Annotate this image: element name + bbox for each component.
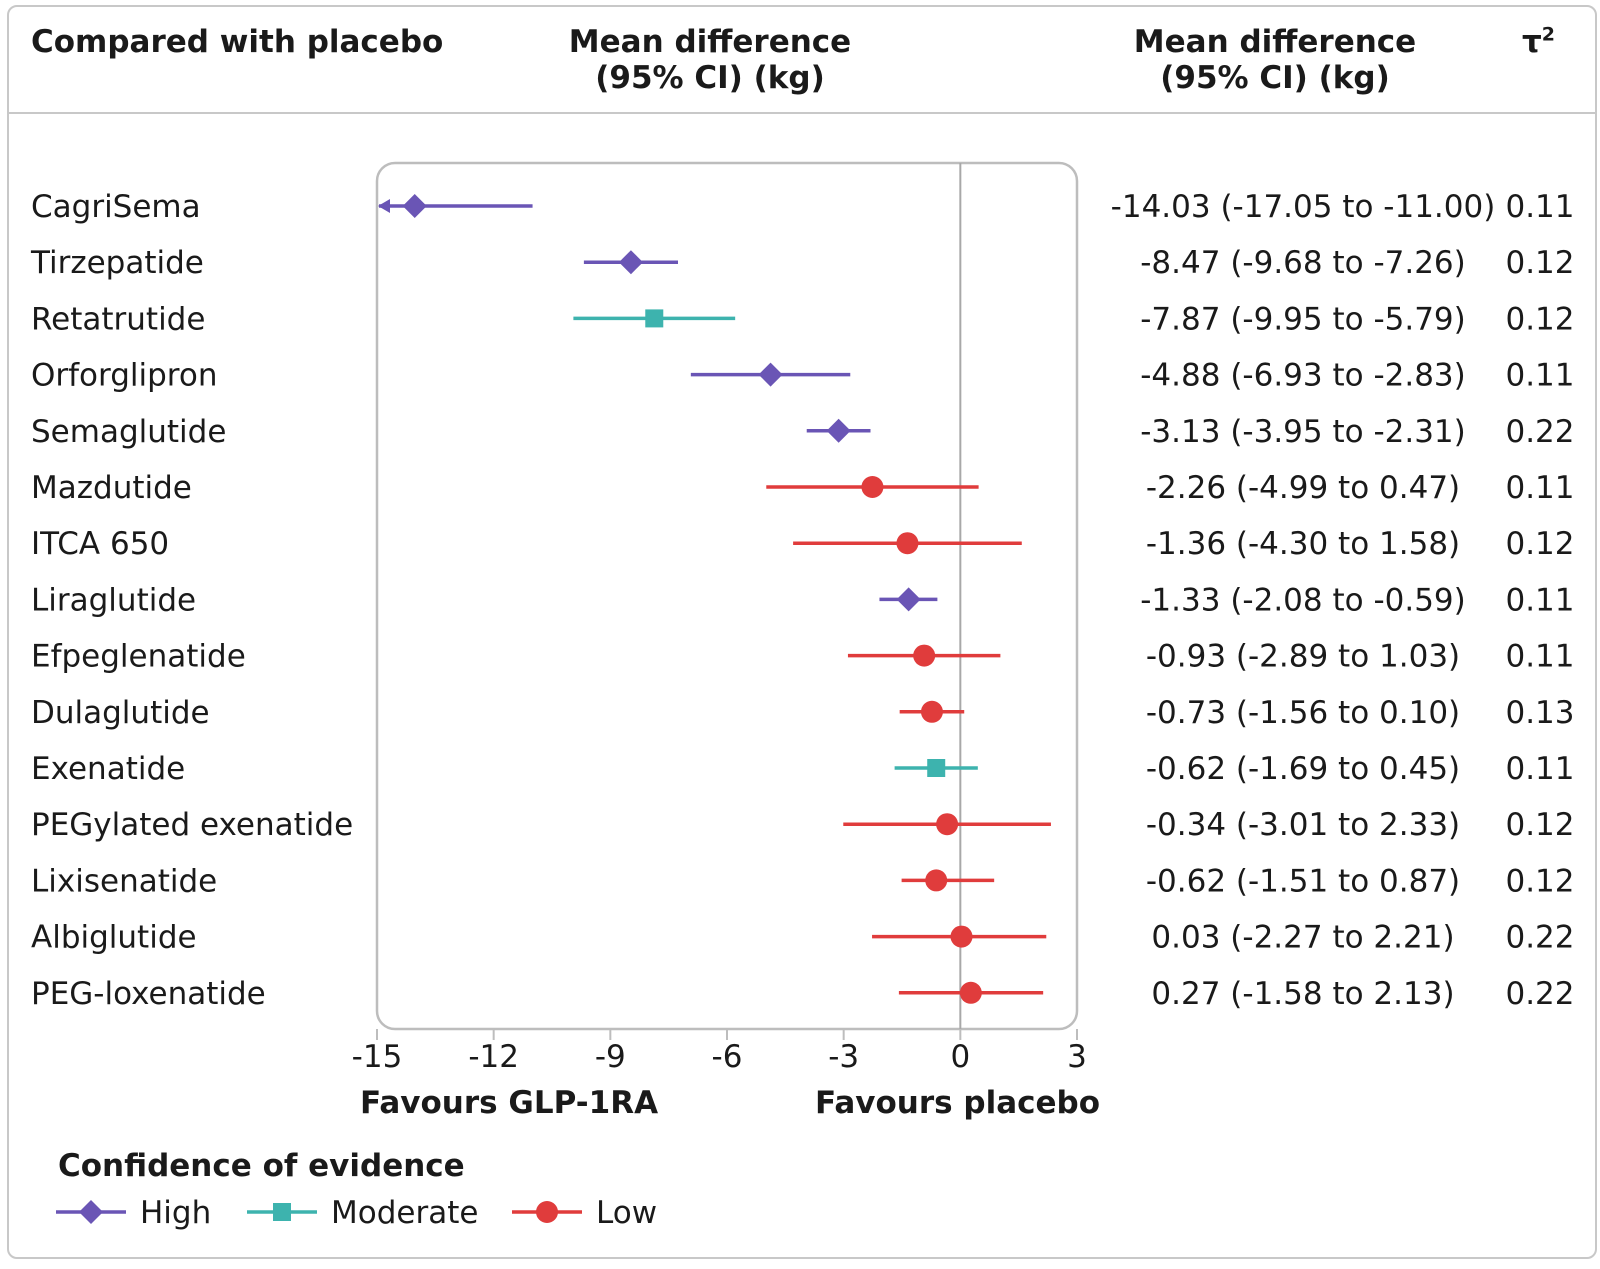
axis-tick-label: -15	[352, 1039, 403, 1075]
row-tau-squared: 0.12	[1505, 807, 1574, 843]
axis-tick-label: -12	[468, 1039, 519, 1075]
header-plot-line1: Mean difference	[568, 24, 852, 60]
point-estimate	[936, 813, 959, 836]
header-plot-column: Mean difference (95% CI) (kg)	[540, 24, 880, 96]
header-estimate-line1: Mean difference	[1133, 24, 1417, 60]
point-estimate	[925, 869, 948, 892]
ci-truncation-arrow	[378, 199, 390, 213]
row-label: PEG-loxenatide	[31, 976, 266, 1012]
row-tau-squared: 0.11	[1505, 582, 1574, 618]
header-divider	[7, 112, 1597, 114]
row-estimate: -7.87 (-9.95 to -5.79)	[1140, 301, 1466, 337]
legend-item-label: Moderate	[331, 1195, 478, 1231]
point-estimate	[896, 532, 919, 555]
row-label: Semaglutide	[31, 414, 226, 450]
point-estimate	[402, 194, 427, 218]
row-label: Dulaglutide	[31, 695, 210, 731]
row-label: Liraglutide	[31, 582, 196, 618]
row-label: Lixisenatide	[31, 863, 217, 899]
row-label: CagriSema	[31, 189, 201, 225]
tau-superscript: 2	[1541, 23, 1556, 46]
row-tau-squared: 0.12	[1505, 301, 1574, 337]
point-estimate	[959, 981, 982, 1004]
favours-glp1ra-label: Favours GLP-1RA	[360, 1085, 659, 1121]
header-plot-line2: (95% CI) (kg)	[595, 60, 825, 96]
header-estimate-column: Mean difference (95% CI) (kg)	[1105, 24, 1445, 96]
row-tau-squared: 0.12	[1505, 526, 1574, 562]
row-label: PEGylated exenatide	[31, 807, 353, 843]
row-estimate: -0.93 (-2.89 to 1.03)	[1146, 639, 1460, 675]
row-tau-squared: 0.22	[1505, 976, 1574, 1012]
row-label: Orforglipron	[31, 358, 217, 394]
legend-item-label: Low	[596, 1195, 657, 1231]
row-label: Efpeglenatide	[31, 639, 246, 675]
point-estimate	[645, 309, 664, 328]
axis-tick-label: 3	[1067, 1039, 1087, 1075]
plot-frame	[375, 161, 1079, 1031]
row-estimate: -1.36 (-4.30 to 1.58)	[1146, 526, 1460, 562]
point-estimate	[618, 250, 643, 275]
row-estimate: -3.13 (-3.95 to -2.31)	[1140, 414, 1466, 450]
row-label: Mazdutide	[31, 470, 192, 506]
axis-tick-label: -3	[828, 1039, 859, 1075]
row-tau-squared: 0.22	[1505, 920, 1574, 956]
row-estimate: -1.33 (-2.08 to -0.59)	[1140, 582, 1466, 618]
row-estimate: -0.62 (-1.69 to 0.45)	[1146, 751, 1460, 787]
point-estimate	[927, 759, 946, 777]
row-label: ITCA 650	[31, 526, 169, 562]
point-estimate	[950, 925, 973, 948]
row-estimate: -8.47 (-9.68 to -7.26)	[1140, 245, 1466, 281]
row-label: Exenatide	[31, 751, 185, 787]
legend-swatch-marker	[79, 1200, 103, 1224]
row-tau-squared: 0.13	[1505, 695, 1574, 731]
row-tau-squared: 0.22	[1505, 414, 1574, 450]
favours-placebo-label: Favours placebo	[815, 1085, 1101, 1121]
point-estimate	[758, 362, 783, 387]
legend-swatch-marker	[536, 1201, 558, 1223]
header-estimate-line2: (95% CI) (kg)	[1160, 60, 1390, 96]
row-estimate: 0.03 (-2.27 to 2.21)	[1151, 920, 1454, 956]
point-estimate	[920, 700, 943, 723]
row-tau-squared: 0.12	[1505, 863, 1574, 899]
point-estimate	[896, 587, 921, 612]
row-estimate: -2.26 (-4.99 to 0.47)	[1146, 470, 1460, 506]
point-estimate	[913, 644, 936, 667]
point-estimate	[826, 418, 851, 443]
legend-swatch-marker	[273, 1203, 291, 1221]
figure-card	[7, 5, 1597, 1259]
axis-tick-label: -6	[712, 1039, 743, 1075]
row-estimate: -0.62 (-1.51 to 0.87)	[1146, 863, 1460, 899]
row-tau-squared: 0.11	[1505, 751, 1574, 787]
row-tau-squared: 0.11	[1505, 358, 1574, 394]
tau-symbol: τ	[1522, 24, 1542, 60]
axis-tick-label: 0	[950, 1039, 970, 1075]
row-tau-squared: 0.11	[1505, 639, 1574, 675]
legend-title: Confidence of evidence	[58, 1148, 465, 1184]
row-estimate: -0.73 (-1.56 to 0.10)	[1146, 695, 1460, 731]
axis-tick-label: -9	[595, 1039, 626, 1075]
row-tau-squared: 0.11	[1505, 189, 1574, 225]
row-label: Albiglutide	[31, 920, 197, 956]
header-tau-squared: τ2	[1522, 24, 1555, 60]
row-estimate: -0.34 (-3.01 to 2.33)	[1146, 807, 1460, 843]
row-estimate: -4.88 (-6.93 to -2.83)	[1140, 358, 1466, 394]
header-compared-with-placebo: Compared with placebo	[31, 24, 444, 60]
row-tau-squared: 0.11	[1505, 470, 1574, 506]
row-estimate: 0.27 (-1.58 to 2.13)	[1151, 976, 1454, 1012]
row-estimate: -14.03 (-17.05 to -11.00)	[1111, 189, 1496, 225]
row-label: Retatrutide	[31, 301, 205, 337]
row-tau-squared: 0.12	[1505, 245, 1574, 281]
row-label: Tirzepatide	[30, 245, 204, 281]
point-estimate	[861, 476, 884, 498]
legend-item-label: High	[140, 1195, 211, 1231]
